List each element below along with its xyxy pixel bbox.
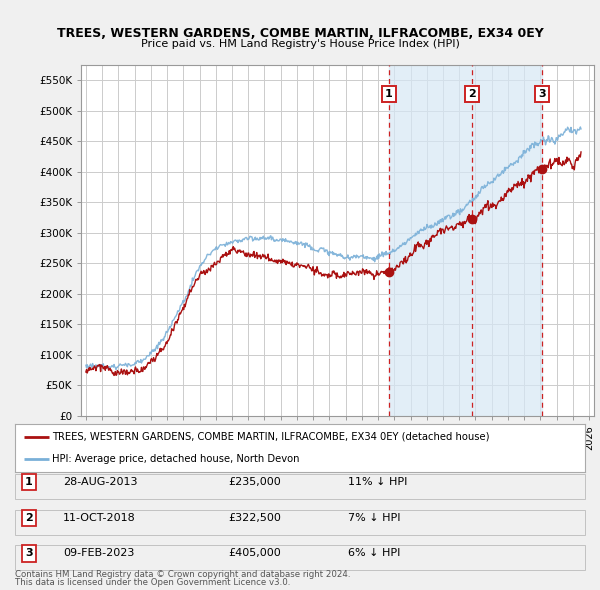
Text: Contains HM Land Registry data © Crown copyright and database right 2024.: Contains HM Land Registry data © Crown c… [15, 570, 350, 579]
Text: 09-FEB-2023: 09-FEB-2023 [63, 549, 134, 558]
Text: Price paid vs. HM Land Registry's House Price Index (HPI): Price paid vs. HM Land Registry's House … [140, 39, 460, 48]
Text: 11-OCT-2018: 11-OCT-2018 [63, 513, 136, 523]
Text: 28-AUG-2013: 28-AUG-2013 [63, 477, 137, 487]
Text: 2: 2 [468, 89, 476, 99]
Text: 3: 3 [538, 89, 546, 99]
Bar [389, 65, 542, 416]
Text: £235,000: £235,000 [228, 477, 281, 487]
Text: HPI: Average price, detached house, North Devon: HPI: Average price, detached house, Nort… [52, 454, 299, 464]
Text: 11% ↓ HPI: 11% ↓ HPI [348, 477, 407, 487]
Text: 3: 3 [25, 549, 32, 558]
Text: 7% ↓ HPI: 7% ↓ HPI [348, 513, 401, 523]
Text: 2: 2 [25, 513, 32, 523]
Text: This data is licensed under the Open Government Licence v3.0.: This data is licensed under the Open Gov… [15, 578, 290, 586]
Text: 6% ↓ HPI: 6% ↓ HPI [348, 549, 400, 558]
Text: 1: 1 [25, 477, 32, 487]
Text: 1: 1 [385, 89, 392, 99]
Text: TREES, WESTERN GARDENS, COMBE MARTIN, ILFRACOMBE, EX34 0EY (detached house): TREES, WESTERN GARDENS, COMBE MARTIN, IL… [52, 432, 490, 442]
Text: £322,500: £322,500 [228, 513, 281, 523]
Text: £405,000: £405,000 [228, 549, 281, 558]
Text: TREES, WESTERN GARDENS, COMBE MARTIN, ILFRACOMBE, EX34 0EY: TREES, WESTERN GARDENS, COMBE MARTIN, IL… [56, 27, 544, 40]
